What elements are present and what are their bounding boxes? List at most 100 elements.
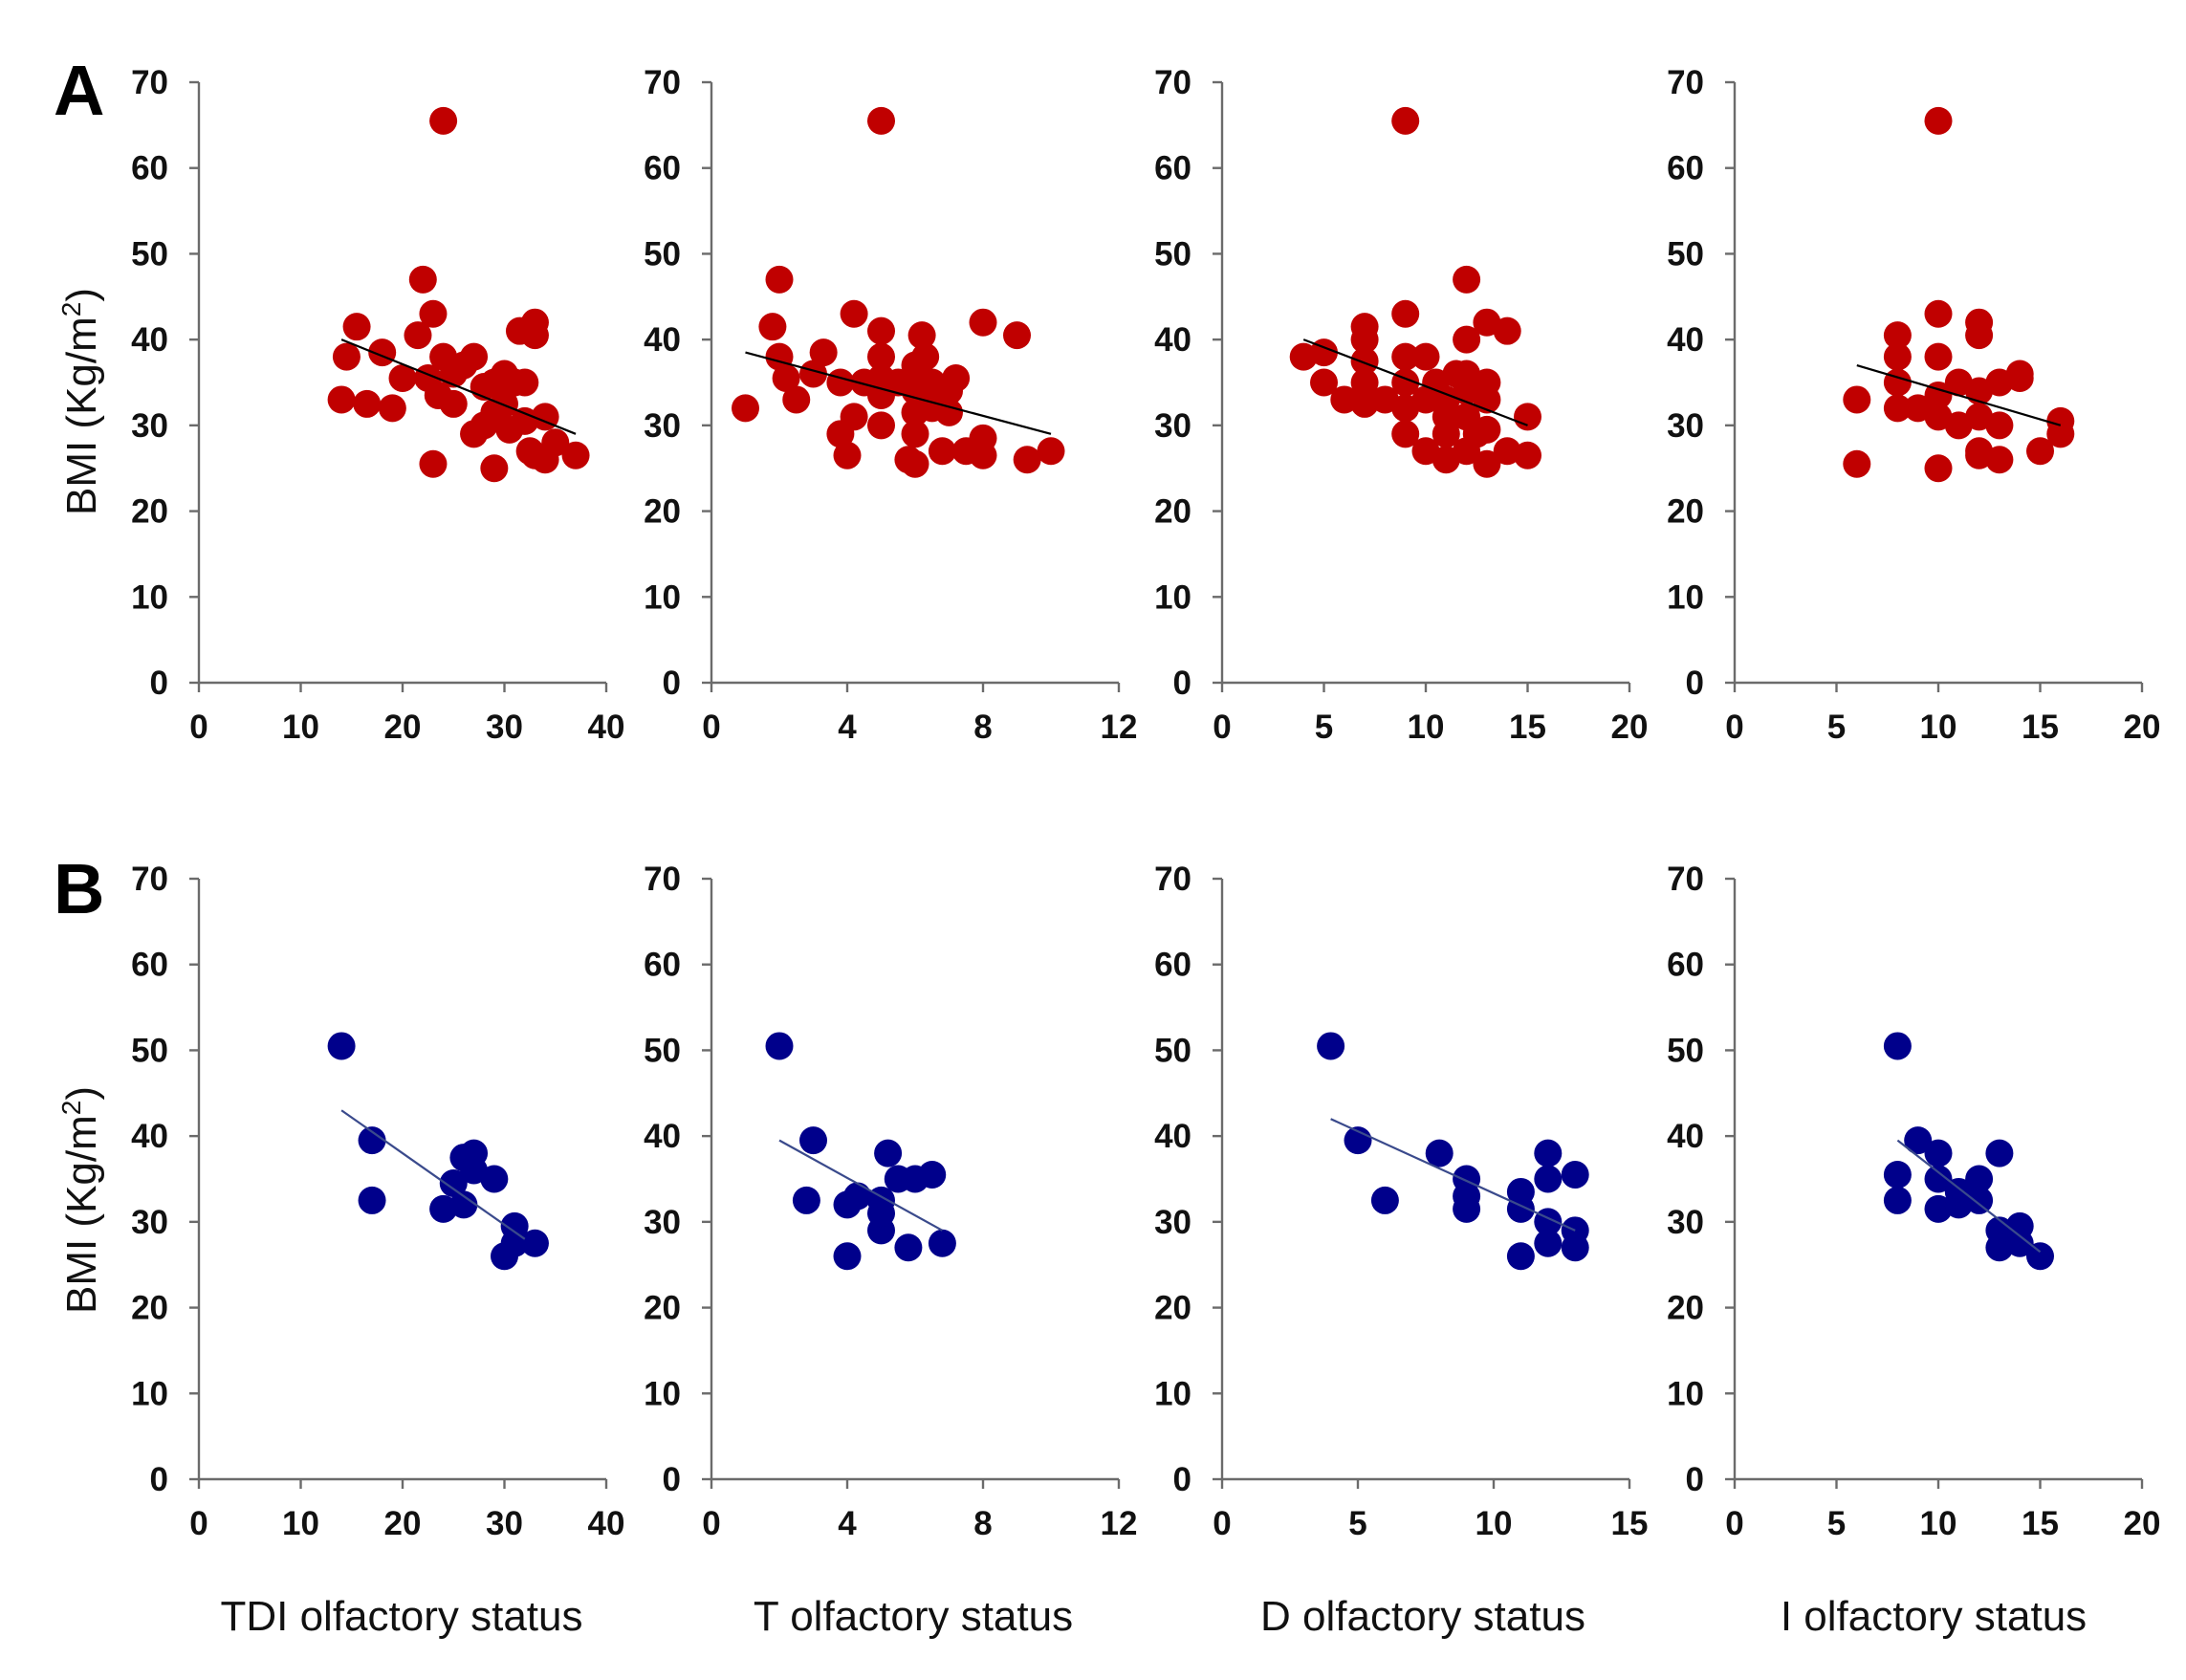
- chart-a4-y-tick-label-2: 20: [1667, 493, 1704, 531]
- chart-a1-point-22: [480, 454, 509, 483]
- chart-a2-y-tick-label-4: 40: [644, 321, 681, 359]
- chart-a4-point-1: [1843, 449, 1871, 478]
- chart-b2-x-tick-label-1: 4: [838, 1505, 857, 1542]
- chart-a2-point-4: [772, 364, 800, 393]
- chart-a3-x-tick-label-1: 5: [1315, 709, 1333, 746]
- chart-b1-y-tick-label-7: 70: [131, 861, 168, 898]
- chart-b1-y-tick-label-2: 20: [131, 1290, 168, 1327]
- chart-b4-x-tick-label-4: 20: [2124, 1505, 2161, 1542]
- chart-b1-x-tick-label-0: 0: [189, 1505, 208, 1542]
- chart-b2-trend-line: [778, 1139, 943, 1232]
- chart-a4-point-22: [1985, 411, 2014, 440]
- chart-a3-point-39: [1514, 403, 1541, 431]
- chart-a3-x-tick-label-2: 10: [1408, 709, 1445, 746]
- chart-b2-point-11: [894, 1233, 923, 1262]
- chart-b4-trend-line: [1896, 1139, 2042, 1254]
- chart-a1-y-tick-label-2: 20: [131, 493, 168, 531]
- chart-a3-point-16: [1411, 342, 1440, 371]
- chart-a3-y-tick-label-4: 40: [1154, 321, 1191, 359]
- chart-b1-point-4: [439, 1168, 468, 1197]
- chart-b1-point-6: [449, 1190, 478, 1219]
- chart-a2-point-15: [867, 342, 895, 371]
- chart-b1-y-tick-label-0: 0: [150, 1461, 168, 1498]
- chart-a1-point-1: [332, 342, 361, 371]
- chart-b3-point-14: [1561, 1161, 1589, 1189]
- chart-a2-point-6: [799, 360, 827, 388]
- chart-b3-point-11: [1534, 1165, 1563, 1193]
- chart-b1-y-tick-label-6: 60: [131, 947, 168, 984]
- chart-a3-point-37: [1493, 316, 1521, 345]
- chart-a1-point-7: [404, 321, 432, 350]
- chart-b4-point-2: [1883, 1186, 1912, 1214]
- chart-b4-y-tick-label-1: 10: [1667, 1375, 1704, 1412]
- chart-a1-x-tick-label-3: 30: [486, 709, 523, 746]
- chart-a3-point-10: [1391, 299, 1420, 328]
- chart-a2-point-10: [833, 441, 862, 469]
- chart-a2-y-tick-label-3: 30: [644, 407, 681, 445]
- chart-a2-x-tick-label-3: 12: [1101, 709, 1138, 746]
- chart-a4-point-26: [2026, 437, 2054, 466]
- y-axis-title-b: BMI (Kg/m2): [56, 1086, 105, 1314]
- chart-b4-point-5: [1924, 1165, 1953, 1193]
- chart-a4-point-0: [1843, 385, 1871, 414]
- chart-a3-point-25: [1453, 265, 1481, 294]
- chart-a4-point-16: [1965, 321, 1994, 350]
- chart-a3-point-7: [1350, 368, 1379, 397]
- chart-a4-trend-line: [1856, 364, 2062, 426]
- chart-b1-point-0: [327, 1032, 356, 1060]
- chart-a1-point-3: [353, 389, 382, 418]
- chart-b3-y-tick-label-1: 10: [1154, 1375, 1191, 1412]
- chart-b3-point-3: [1425, 1139, 1454, 1167]
- chart-b4-point-1: [1883, 1161, 1912, 1189]
- chart-a1-point-14: [429, 106, 458, 135]
- chart-b3-x-tick-label-1: 5: [1348, 1505, 1366, 1542]
- chart-a2-point-34: [942, 364, 971, 393]
- chart-a2-trend-line: [745, 351, 1052, 435]
- chart-a1-y-tick-label-6: 60: [131, 150, 168, 187]
- chart-b3-x-tick-label-2: 10: [1476, 1505, 1513, 1542]
- chart-a3-y-tick-label-5: 50: [1154, 235, 1191, 273]
- chart-b1-point-1: [358, 1126, 386, 1155]
- chart-b1-trend-line: [340, 1109, 526, 1240]
- x-axis-title-t: T olfactory status: [754, 1593, 1073, 1640]
- chart-a4-point-4: [1883, 368, 1912, 397]
- chart-b1-x-tick-label-4: 40: [588, 1505, 625, 1542]
- chart-a1-x-tick-label-4: 40: [588, 709, 625, 746]
- chart-a2-point-2: [765, 265, 794, 294]
- chart-b3-y-tick-label-7: 70: [1154, 861, 1191, 898]
- chart-a4-y-tick-label-4: 40: [1667, 321, 1704, 359]
- chart-b4-y-tick-label-5: 50: [1667, 1032, 1704, 1069]
- chart-a1-x-tick-label-1: 10: [282, 709, 319, 746]
- chart-a3-x-tick-label-3: 15: [1509, 709, 1546, 746]
- chart-a2-x-tick-label-2: 8: [973, 709, 992, 746]
- chart-a3-point-2: [1310, 368, 1338, 397]
- chart-b1-point-2: [358, 1186, 386, 1214]
- chart-a3-point-26: [1453, 325, 1481, 354]
- chart-b3-trend-line: [1330, 1118, 1576, 1232]
- chart-b4-y-tick-label-0: 0: [1686, 1461, 1704, 1498]
- chart-a2-point-23: [901, 420, 929, 448]
- chart-a1-point-39: [561, 441, 590, 469]
- chart-a4-x-tick-label-4: 20: [2124, 709, 2161, 746]
- chart-a1-point-18: [460, 342, 489, 371]
- chart-a1-x-tick-label-2: 20: [384, 709, 422, 746]
- chart-a4-y-tick-label-0: 0: [1686, 665, 1704, 702]
- chart-b4-y-tick-label-7: 70: [1667, 861, 1704, 898]
- chart-b4-x-tick-label-1: 5: [1827, 1505, 1846, 1542]
- chart-a2-point-16: [867, 106, 895, 135]
- chart-a4-x-tick-label-1: 5: [1827, 709, 1846, 746]
- chart-a3-x-tick-label-0: 0: [1213, 709, 1231, 746]
- chart-a4-point-25: [2005, 360, 2034, 388]
- chart-a2-point-38: [969, 441, 997, 469]
- chart-b4-point-3: [1904, 1126, 1933, 1155]
- chart-b2-y-tick-label-4: 40: [644, 1118, 681, 1155]
- x-axis-title-i: I olfactory status: [1781, 1593, 2087, 1640]
- chart-b2-x-tick-label-3: 12: [1101, 1505, 1138, 1542]
- chart-a3-x-tick-label-4: 20: [1611, 709, 1649, 746]
- chart-b3-x-tick-label-3: 15: [1611, 1505, 1649, 1542]
- chart-a3-point-6: [1350, 347, 1379, 376]
- chart-a4-x-tick-label-2: 10: [1920, 709, 1957, 746]
- chart-b2-point-3: [833, 1242, 862, 1271]
